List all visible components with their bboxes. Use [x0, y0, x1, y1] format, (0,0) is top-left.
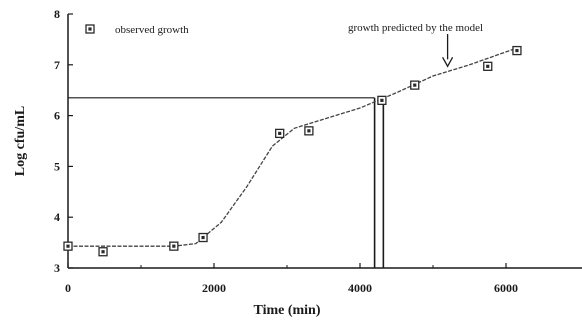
observed-point	[304, 126, 314, 136]
legend-square-marker-inner	[88, 27, 92, 31]
y-tick-label: 5	[54, 159, 60, 173]
observed-point-center	[307, 129, 311, 133]
observed-point	[169, 241, 179, 251]
model-curve-line	[68, 47, 518, 247]
x-tick-label: 4000	[348, 281, 372, 295]
y-ticks: 3 4 5 6 7 8	[54, 7, 73, 275]
annotation: growth predicted by the model	[348, 22, 483, 68]
observed-point-center	[101, 250, 105, 254]
observed-point	[63, 241, 73, 251]
x-axis-title: Time (min)	[253, 303, 320, 318]
legend: observed growth	[85, 24, 189, 36]
observed-point	[98, 247, 108, 257]
x-tick-label: 0	[65, 281, 71, 295]
observed-point	[483, 61, 493, 71]
y-tick-label: 8	[54, 7, 60, 21]
observed-point	[512, 45, 522, 56]
y-tick-label: 7	[54, 58, 60, 72]
legend-label-observed: observed growth	[115, 24, 189, 36]
observed-point	[198, 232, 208, 243]
annotation-arrow-head	[442, 57, 454, 68]
x-ticks: 0 2000 4000 6000	[65, 263, 518, 295]
plot-area: 0 2000 4000 6000 3 4 5 6 7 8	[54, 7, 582, 295]
y-axis-title: Log cfu/mL	[13, 106, 28, 176]
x-tick-label: 2000	[202, 281, 226, 295]
y-tick-label: 6	[54, 109, 60, 123]
observed-point-center	[201, 235, 205, 240]
reference-lines	[68, 97, 385, 268]
x-tick-label: 6000	[494, 281, 518, 295]
observed-point-center	[172, 244, 176, 248]
observed-point-center	[486, 64, 490, 68]
observed-markers	[63, 45, 522, 257]
y-tick-label: 3	[54, 261, 60, 275]
observed-point-center	[278, 131, 282, 135]
observed-point-center	[380, 98, 384, 102]
observed-point	[377, 95, 387, 106]
observed-point	[275, 128, 285, 139]
observed-point-center	[515, 48, 519, 53]
observed-point-center	[66, 244, 70, 248]
observed-point	[410, 80, 420, 90]
y-tick-label: 4	[54, 210, 60, 224]
annotation-label: growth predicted by the model	[348, 22, 483, 34]
observed-point-center	[413, 83, 417, 87]
